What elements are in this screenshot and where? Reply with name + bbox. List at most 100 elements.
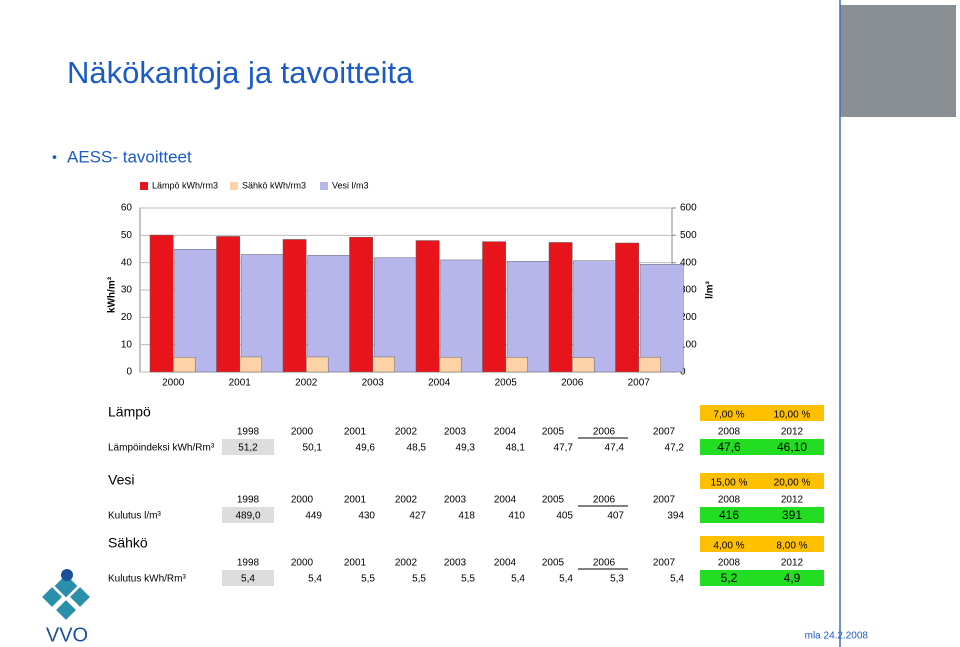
- bar: [171, 356, 196, 373]
- y2-tick-label: 500: [680, 230, 697, 241]
- bar: [415, 240, 440, 373]
- bar: [240, 254, 285, 373]
- cell: 5,4: [511, 574, 525, 585]
- x-tick-label: 2004: [428, 378, 451, 389]
- table-title: Lämpö: [108, 404, 151, 420]
- bar: [504, 356, 528, 373]
- row-label: Kulutus kWh/Rm³: [108, 574, 186, 585]
- target-cell: [700, 405, 824, 421]
- bar: [440, 259, 485, 373]
- cell: 5,2: [721, 571, 738, 585]
- column-header: 2001: [344, 495, 367, 506]
- logo-text: VVO: [46, 624, 88, 646]
- cell: 449: [305, 511, 322, 522]
- cell: 47,2: [665, 443, 685, 454]
- cell: 430: [358, 511, 375, 522]
- column-header: 1998: [237, 427, 260, 438]
- target: 15,00 %: [711, 478, 748, 489]
- target: 4,00 %: [713, 541, 744, 552]
- bar: [282, 239, 307, 373]
- base-cell: [222, 570, 274, 586]
- footer: mla 24.2.2008: [805, 631, 869, 642]
- cell: 51,2: [238, 443, 258, 454]
- column-header: 1998: [237, 558, 260, 569]
- target-cell: [700, 473, 824, 489]
- column-header: 2006: [593, 427, 616, 438]
- column-header: 2012: [781, 495, 804, 506]
- bullet: AESS- tavoitteet: [67, 147, 192, 166]
- bar: [506, 261, 551, 373]
- bar: [639, 264, 684, 373]
- cell: 416: [719, 508, 739, 522]
- y2-axis-title: l/m³: [705, 280, 716, 298]
- target-cell: [700, 536, 824, 552]
- bar: [637, 356, 661, 373]
- column-header: 2008: [718, 427, 741, 438]
- cell: 391: [782, 508, 802, 522]
- cell: 5,4: [670, 574, 684, 585]
- goal-cell: [700, 507, 824, 523]
- column-header: 2006: [593, 495, 616, 506]
- cell: 5,3: [610, 574, 624, 585]
- legend-label: Sähkö kWh/rm3: [242, 180, 306, 190]
- bar: [615, 242, 639, 373]
- bar: [307, 255, 352, 373]
- column-header: 2008: [718, 495, 741, 506]
- x-tick-label: 2001: [229, 378, 252, 389]
- bar: [482, 241, 507, 373]
- base-cell: [222, 439, 274, 455]
- column-header: 2002: [395, 495, 418, 506]
- cell: 418: [458, 511, 475, 522]
- cell: 4,9: [784, 571, 801, 585]
- x-tick-label: 2005: [495, 378, 518, 389]
- legend-swatch: [140, 182, 148, 190]
- cell: 394: [667, 511, 684, 522]
- column-header: 2005: [542, 558, 565, 569]
- column-header: 2004: [494, 558, 517, 569]
- cell: 407: [607, 511, 624, 522]
- legend-swatch: [230, 182, 238, 190]
- bar: [304, 356, 329, 373]
- column-header: 2003: [444, 427, 467, 438]
- x-tick-label: 2006: [561, 378, 584, 389]
- y2-tick-label: 300: [680, 285, 697, 296]
- cell: 427: [409, 511, 426, 522]
- cell: 47,4: [605, 443, 625, 454]
- column-header: 2002: [395, 427, 418, 438]
- y-tick-label: 30: [121, 285, 133, 296]
- target: 20,00 %: [774, 478, 811, 489]
- table-title: Vesi: [108, 472, 134, 488]
- goal-cell: [700, 439, 824, 455]
- bar: [573, 260, 618, 373]
- cell: 48,5: [407, 443, 427, 454]
- cell: 5,4: [308, 574, 322, 585]
- legend-label: Lämpö kWh/rm3: [152, 180, 218, 190]
- bar: [570, 357, 595, 373]
- y2-tick-label: 600: [680, 203, 697, 214]
- cell: 405: [556, 511, 573, 522]
- x-tick-label: 2002: [295, 378, 318, 389]
- legend-label: Vesi l/m3: [332, 180, 369, 190]
- cell: 5,4: [241, 574, 255, 585]
- cell: 50,1: [303, 443, 323, 454]
- x-tick-label: 2007: [628, 378, 651, 389]
- base-cell: [222, 507, 274, 523]
- column-header: 2001: [344, 558, 367, 569]
- bar: [149, 234, 174, 373]
- target: 8,00 %: [776, 541, 807, 552]
- slide-title: Näkökantoja ja tavoitteita: [67, 55, 414, 90]
- column-header: 2000: [291, 558, 314, 569]
- cell: 49,6: [356, 443, 376, 454]
- row-label: Lämpöindeksi kWh/Rm³: [108, 443, 215, 454]
- bar: [371, 356, 395, 373]
- bullet-dot: •: [52, 149, 57, 165]
- bar: [349, 236, 374, 373]
- column-header: 2003: [444, 495, 467, 506]
- cell: 410: [508, 511, 525, 522]
- bar: [238, 356, 262, 373]
- y2-tick-label: 200: [680, 312, 697, 323]
- y-tick-label: 20: [121, 312, 133, 323]
- cell: 48,1: [506, 443, 526, 454]
